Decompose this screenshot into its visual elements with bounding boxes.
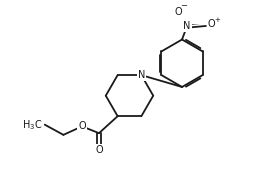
Text: O: O bbox=[78, 121, 86, 131]
Text: O: O bbox=[175, 7, 182, 17]
Text: O: O bbox=[208, 19, 215, 29]
Text: H$_3$C: H$_3$C bbox=[22, 118, 42, 132]
Text: N: N bbox=[183, 21, 191, 31]
Text: N: N bbox=[138, 70, 145, 80]
Text: −: − bbox=[180, 1, 187, 10]
Text: +: + bbox=[214, 17, 220, 23]
Text: O: O bbox=[95, 145, 103, 155]
